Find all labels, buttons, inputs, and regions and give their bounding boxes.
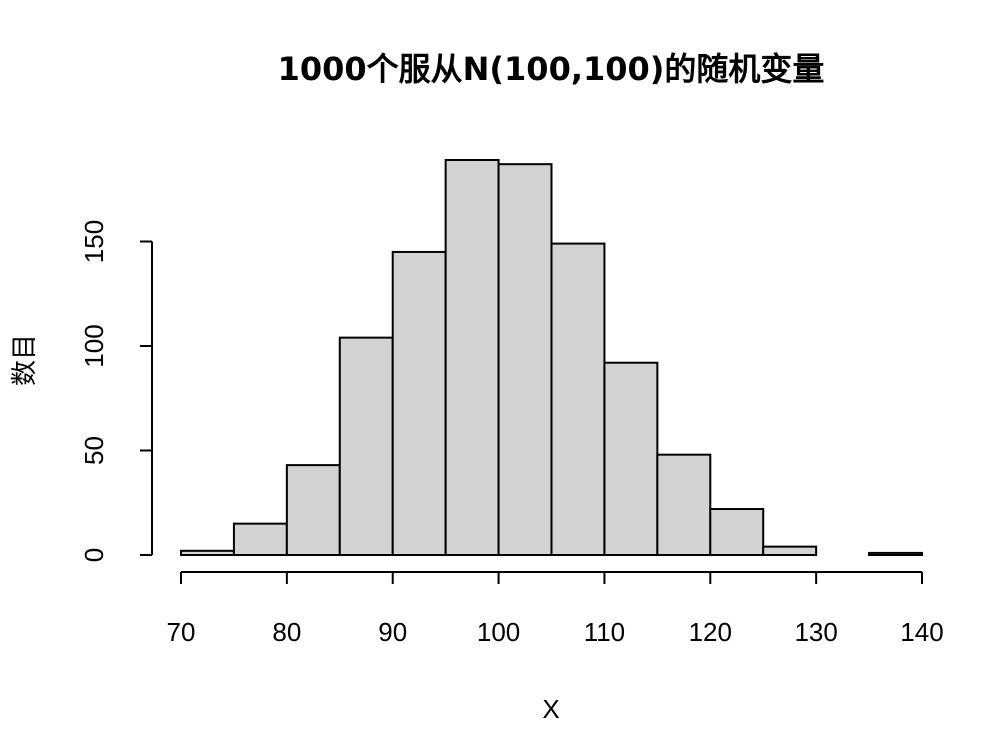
y-tick-label: 0 [79,548,109,562]
x-tick-label: 90 [378,617,407,647]
y-tick-label: 50 [79,436,109,465]
histogram-bar [762,545,818,557]
y-tick-label: 100 [79,324,109,367]
y-axis-label: 数目 [10,334,40,386]
histogram-bar [180,549,235,557]
histogram-bar [285,464,341,557]
x-axis: 70 80 90 100 110 120 130 140 [167,571,944,647]
x-tick-label: 70 [167,617,196,647]
x-axis-label: X [542,694,559,724]
histogram-bar [497,163,553,556]
x-tick-label: 110 [584,617,625,647]
y-axis: 0 50 100 150 [79,220,153,562]
y-tick-label: 150 [79,220,109,263]
histogram-bar [232,522,288,557]
x-tick-label: 120 [689,617,732,647]
x-tick-label: 100 [477,617,520,647]
histogram-bar [709,508,765,556]
histogram-bar [338,336,394,557]
histogram-bar [656,453,712,556]
x-tick-label: 140 [900,617,943,647]
histogram-bars [180,158,923,557]
histogram-bar [868,551,923,556]
chart-title: 1000个服从N(100,100)的随机变量 [278,50,825,88]
histogram-bar [444,158,500,557]
histogram-bar [391,250,447,556]
x-tick-label: 80 [272,617,301,647]
histogram-bar [550,242,606,556]
histogram-bar [603,361,659,556]
x-tick-label: 130 [794,617,837,647]
